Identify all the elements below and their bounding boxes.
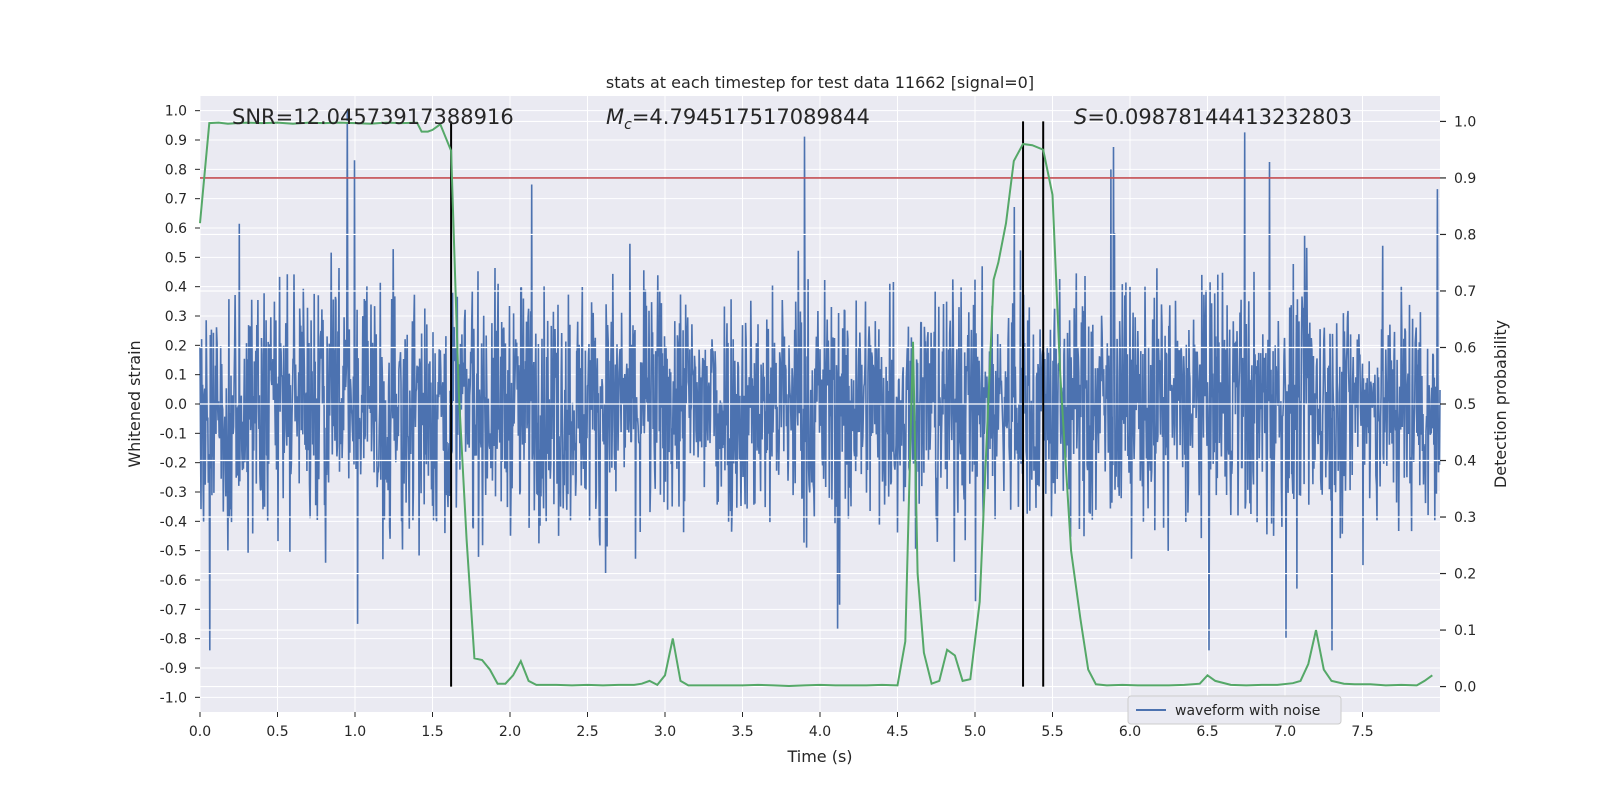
detection-probability-line (199, 121, 1433, 688)
x-tick-label: 5.5 (1041, 724, 1063, 740)
y-left-tick-label: 0.5 (165, 250, 187, 266)
y-left-tick-label: 0.1 (165, 368, 187, 384)
y-right-axis-ticks: 0.0 0.1 0.2 0.3 0.4 0.5 0.6 0.7 0.8 0.9 1.0 (1440, 114, 1476, 696)
s-symbol: S (1074, 105, 1087, 129)
x-tick-label: 6.0 (1119, 724, 1141, 740)
y-left-tick-label: 0.8 (165, 162, 187, 178)
x-tick-label: 2.5 (576, 724, 598, 740)
y-left-tick-label: -0.2 (160, 456, 187, 472)
vertical-markers (450, 121, 1045, 687)
x-tick-label: 1.5 (421, 724, 443, 740)
mc-symbol: M (606, 105, 624, 129)
waveform-with-noise-series (199, 110, 1441, 651)
y-left-tick-label: 0.9 (165, 133, 187, 149)
x-tick-label: 7.0 (1274, 724, 1296, 740)
y-left-tick-label: -0.8 (160, 632, 187, 648)
s-value: =0.09878144413232803 (1087, 105, 1352, 129)
legend-label: waveform with noise (1175, 703, 1320, 719)
y-right-tick-label: 0.6 (1454, 340, 1476, 356)
mc-subscript: c (624, 117, 632, 133)
y-right-tick-label: 0.5 (1454, 397, 1476, 413)
x-tick-label: 4.5 (886, 724, 908, 740)
snr-annotation: SNR=12.04573917388916 (232, 105, 514, 129)
x-axis-ticks: 0.0 0.5 1.0 1.5 2.0 2.5 3.0 3.5 4.0 4.5 5.0 5.5 6.0 6… (189, 712, 1374, 740)
x-tick-label: 6.5 (1196, 724, 1218, 740)
x-tick-label: 0.5 (266, 724, 288, 740)
chart-title: stats at each timestep for test data 116… (606, 73, 1034, 92)
y-left-axis-ticks: -1.0 -0.9 -0.8 -0.7 -0.6 -0.5 -0.4 -0.3 -0.2 -0.1… (160, 104, 200, 706)
chirp-mass-annotation: Mc=4.794517517089844 (606, 105, 870, 133)
y-left-tick-label: 0.7 (165, 192, 187, 208)
legend-box (1127, 695, 1342, 725)
x-tick-label: 5.0 (964, 724, 986, 740)
x-tick-label: 4.0 (809, 724, 831, 740)
y-left-tick-label: 0.4 (165, 280, 187, 296)
y-right-tick-label: 1.0 (1454, 114, 1476, 130)
y-left-tick-label: -0.4 (160, 514, 187, 530)
y-left-tick-label: -0.1 (160, 426, 187, 442)
y-left-tick-label: -0.9 (160, 661, 187, 677)
y-right-tick-label: 0.4 (1454, 454, 1476, 470)
y-left-tick-label: -0.6 (160, 573, 187, 589)
y-left-tick-label: -0.7 (160, 602, 187, 618)
y-right-tick-label: 0.1 (1454, 623, 1476, 639)
x-tick-label: 1.0 (344, 724, 366, 740)
mc-value: =4.794517517089844 (632, 105, 870, 129)
y-right-tick-label: 0.2 (1454, 567, 1476, 583)
legend: waveform with noise (1127, 695, 1342, 725)
y-right-tick-label: 0.9 (1454, 171, 1476, 187)
y-left-tick-label: -0.3 (160, 485, 187, 501)
y-left-axis-label: Whitened strain (125, 340, 144, 467)
y-left-tick-label: -0.5 (160, 544, 187, 560)
y-right-tick-label: 0.7 (1454, 284, 1476, 300)
x-tick-label: 2.0 (499, 724, 521, 740)
x-tick-label: 3.0 (654, 724, 676, 740)
x-tick-label: 3.5 (731, 724, 753, 740)
x-tick-label: 7.5 (1351, 724, 1373, 740)
y-right-tick-label: 0.3 (1454, 510, 1476, 526)
y-left-tick-label: -1.0 (160, 690, 187, 706)
y-left-tick-label: 0.6 (165, 221, 187, 237)
y-left-tick-label: 0.0 (165, 397, 187, 413)
y-right-tick-label: 0.8 (1454, 227, 1476, 243)
s-annotation: S=0.09878144413232803 (1074, 105, 1352, 129)
x-tick-label: 0.0 (189, 724, 211, 740)
y-left-tick-label: 1.0 (165, 104, 187, 120)
y-left-tick-label: 0.3 (165, 309, 187, 325)
x-axis-label: Time (s) (786, 747, 852, 766)
waveform-path (199, 110, 1441, 651)
y-left-tick-label: 0.2 (165, 338, 187, 354)
y-right-tick-label: 0.0 (1454, 680, 1476, 696)
y-right-axis-label: Detection probability (1491, 320, 1510, 488)
